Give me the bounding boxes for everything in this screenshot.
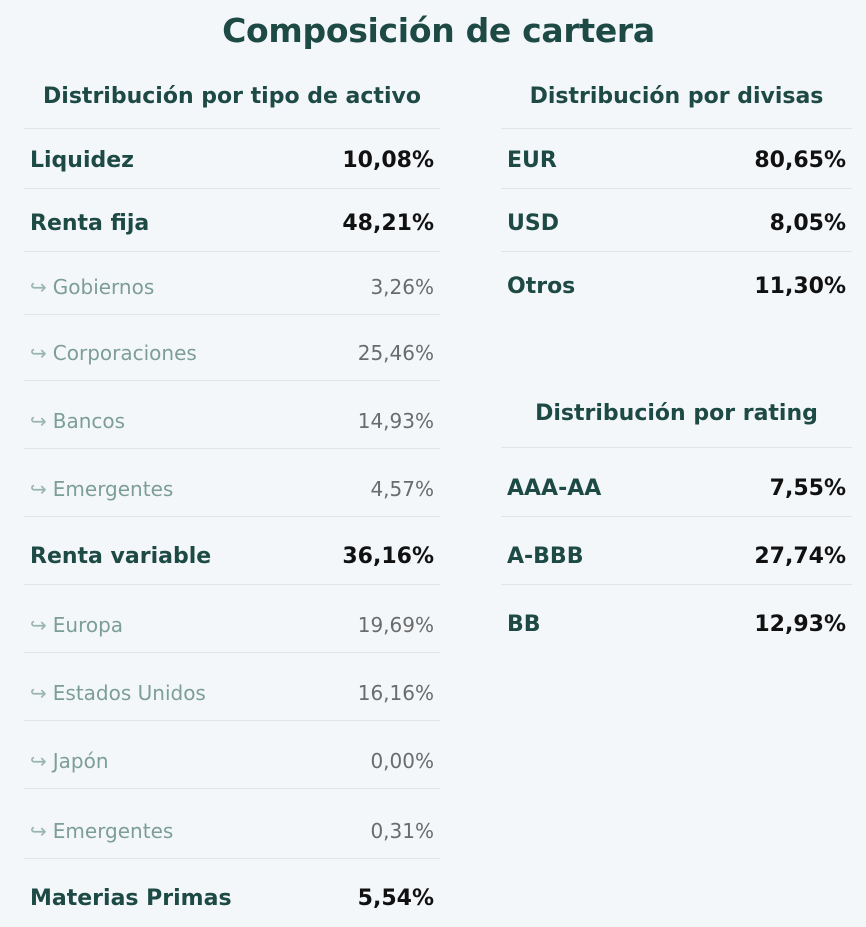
table-row: EUR 80,65% — [501, 128, 852, 188]
row-label: A-BBB — [507, 544, 584, 569]
row-label: AAA-AA — [507, 476, 602, 501]
row-value: 0,00% — [370, 749, 434, 773]
sub-item-arrow-icon: ↪ — [30, 749, 47, 773]
table-row: ↪ Emergentes 4,57% — [24, 448, 440, 516]
row-label: Liquidez — [30, 148, 134, 173]
row-value: 7,55% — [769, 476, 846, 501]
sub-item-arrow-icon: ↪ — [30, 477, 47, 501]
table-row: Otros 11,30% — [501, 251, 852, 314]
row-value: 5,54% — [357, 886, 434, 911]
currency-table: EUR 80,65% USD 8,05% Otros 11,30% — [501, 0, 852, 320]
row-label: Europa — [52, 613, 124, 637]
row-label: Renta fija — [30, 211, 150, 236]
table-row: AAA-AA 7,55% — [501, 447, 852, 516]
page-title: Composición de cartera — [222, 11, 655, 50]
table-row: Liquidez 10,08% — [24, 128, 440, 188]
table-row: ↪ Gobiernos 3,26% — [24, 251, 440, 314]
table-row: ↪ Emergentes 0,31% — [24, 788, 440, 858]
row-value: 3,26% — [370, 275, 434, 299]
row-value: 12,93% — [754, 612, 846, 637]
row-value: 14,93% — [357, 409, 434, 433]
sub-item-arrow-icon: ↪ — [30, 409, 47, 433]
row-label: USD — [507, 211, 559, 236]
table-row: USD 8,05% — [501, 188, 852, 251]
row-label: BB — [507, 612, 541, 637]
sub-item-arrow-icon: ↪ — [30, 275, 47, 299]
row-label: Materias Primas — [30, 886, 232, 911]
row-label: EUR — [507, 148, 557, 173]
row-label: Emergentes — [52, 819, 174, 843]
row-label: Japón — [52, 749, 109, 773]
row-value: 36,16% — [342, 544, 434, 569]
sub-item-arrow-icon: ↪ — [30, 341, 47, 365]
rating-table: AAA-AA 7,55% A-BBB 27,74% BB 12,93% — [501, 0, 852, 660]
table-row: ↪ Estados Unidos 16,16% — [24, 652, 440, 720]
row-value: 25,46% — [357, 341, 434, 365]
currency-heading: Distribución por divisas — [529, 84, 824, 109]
row-value: 10,08% — [342, 148, 434, 173]
table-row: BB 12,93% — [501, 584, 852, 652]
row-value: 4,57% — [370, 477, 434, 501]
table-row: A-BBB 27,74% — [501, 516, 852, 584]
sub-item-arrow-icon: ↪ — [30, 819, 47, 843]
table-row: ↪ Bancos 14,93% — [24, 380, 440, 448]
sub-item-arrow-icon: ↪ — [30, 613, 47, 637]
row-label: Otros — [507, 274, 576, 299]
rating-heading: Distribución por rating — [535, 401, 818, 426]
table-row: Renta fija 48,21% — [24, 188, 440, 251]
asset-type-table: Liquidez 10,08% Renta fija 48,21% ↪ Gobie… — [24, 0, 440, 927]
sub-item-arrow-icon: ↪ — [30, 681, 47, 705]
row-value: 8,05% — [769, 211, 846, 236]
row-value: 48,21% — [342, 211, 434, 236]
row-value: 27,74% — [754, 544, 846, 569]
row-value: 16,16% — [357, 681, 434, 705]
row-label: Corporaciones — [52, 341, 197, 365]
row-label: Renta variable — [30, 544, 212, 569]
table-row: ↪ Europa 19,69% — [24, 584, 440, 652]
row-label: Emergentes — [52, 477, 174, 501]
table-row: ↪ Japón 0,00% — [24, 720, 440, 788]
row-value: 19,69% — [357, 613, 434, 637]
row-value: 11,30% — [754, 274, 846, 299]
row-value: 80,65% — [754, 148, 846, 173]
row-label: Bancos — [52, 409, 126, 433]
table-row: Materias Primas 5,54% — [24, 858, 440, 926]
table-row: ↪ Corporaciones 25,46% — [24, 314, 440, 380]
asset-type-heading: Distribución por tipo de activo — [43, 84, 421, 109]
table-row: Renta variable 36,16% — [24, 516, 440, 584]
row-label: Estados Unidos — [52, 681, 206, 705]
row-label: Gobiernos — [52, 275, 155, 299]
row-value: 0,31% — [370, 819, 434, 843]
